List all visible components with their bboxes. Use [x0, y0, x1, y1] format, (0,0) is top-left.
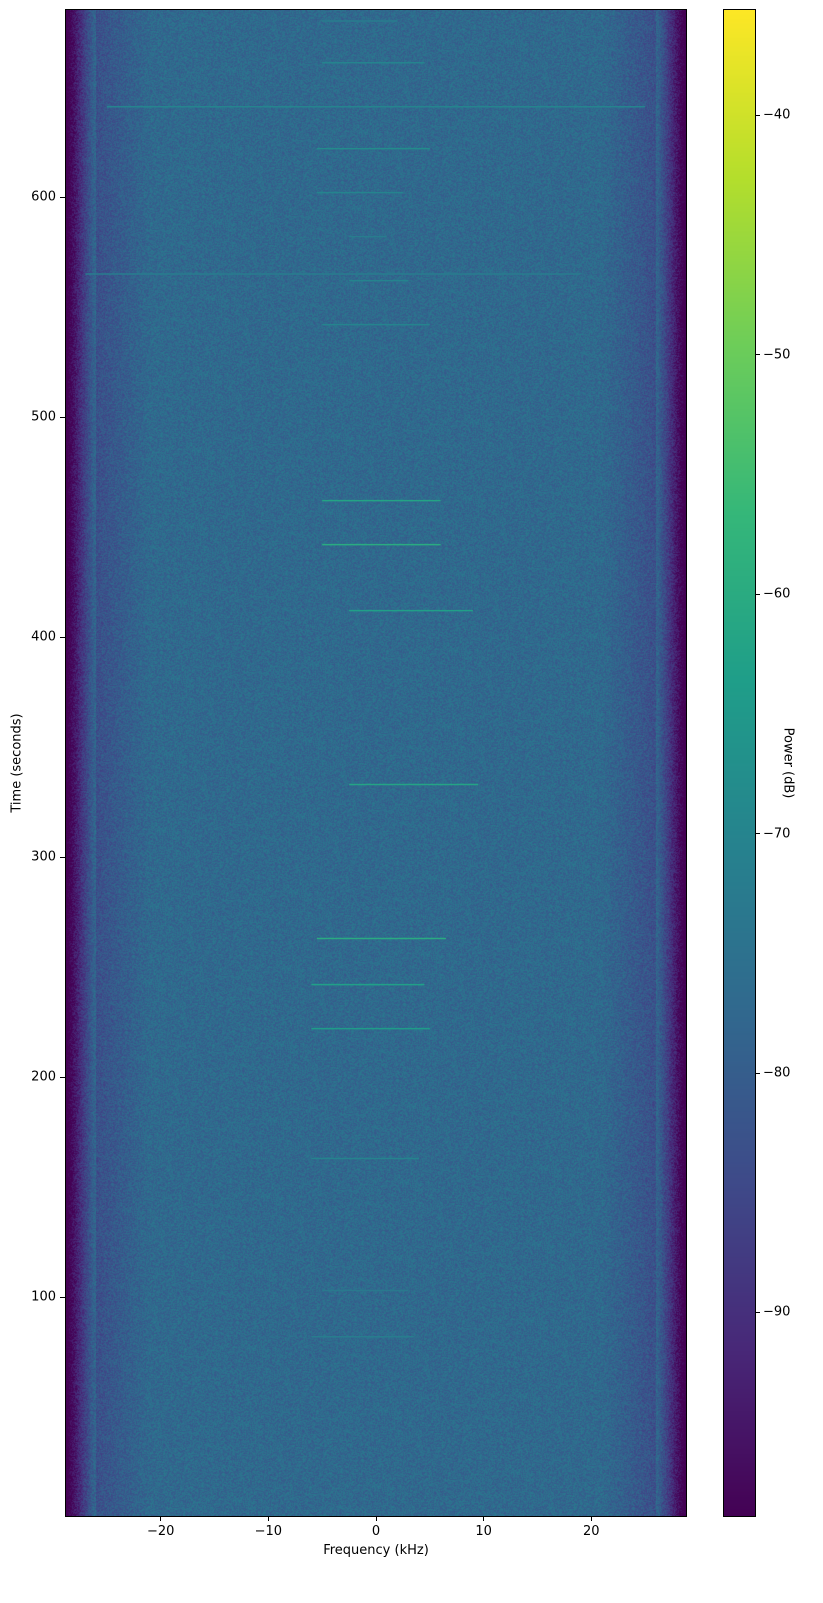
colorbar-tick — [755, 1311, 760, 1313]
x-tick-label: 10 — [475, 1524, 492, 1539]
y-tick-label: 600 — [31, 189, 56, 205]
x-tick — [375, 1516, 377, 1521]
colorbar-tick-label: −70 — [763, 826, 791, 842]
colorbar-tick — [755, 354, 760, 356]
colorbar-tick — [755, 833, 760, 835]
y-tick-label: 500 — [31, 409, 56, 425]
y-tick — [60, 856, 65, 858]
colorbar-frame — [723, 9, 756, 1517]
x-tick — [590, 1516, 592, 1521]
x-tick-label: −20 — [147, 1524, 175, 1539]
spectrogram-heatmap — [66, 10, 686, 1516]
y-tick — [60, 1076, 65, 1078]
y-tick-label: 400 — [31, 629, 56, 645]
y-tick — [60, 196, 65, 198]
x-tick — [483, 1516, 485, 1521]
x-tick-label: 0 — [371, 1524, 381, 1539]
y-axis-label: Time (seconds) — [9, 713, 25, 813]
colorbar — [724, 10, 755, 1516]
x-tick — [160, 1516, 162, 1521]
colorbar-tick — [755, 1072, 760, 1074]
y-tick — [60, 636, 65, 638]
colorbar-tick — [755, 114, 760, 116]
colorbar-tick-label: −90 — [763, 1304, 791, 1320]
colorbar-tick — [755, 593, 760, 595]
x-tick — [267, 1516, 269, 1521]
y-tick — [60, 416, 65, 418]
colorbar-tick-label: −40 — [763, 107, 791, 123]
colorbar-tick-label: −60 — [763, 586, 791, 602]
y-tick-label: 200 — [31, 1069, 56, 1085]
colorbar-tick-label: −50 — [763, 347, 791, 363]
burst-layer — [85, 20, 646, 1338]
colorbar-tick-label: −80 — [763, 1065, 791, 1081]
spectrogram-plot-area — [66, 10, 686, 1516]
y-tick-label: 100 — [31, 1289, 56, 1305]
colorbar-label: Power (dB) — [780, 727, 796, 799]
x-tick-label: 20 — [582, 1524, 600, 1539]
x-tick-label: −10 — [254, 1524, 283, 1539]
y-tick — [60, 1296, 65, 1298]
plot-frame — [65, 9, 687, 1517]
y-tick-label: 300 — [31, 849, 56, 865]
x-axis-label: Frequency (kHz) — [323, 1543, 429, 1558]
